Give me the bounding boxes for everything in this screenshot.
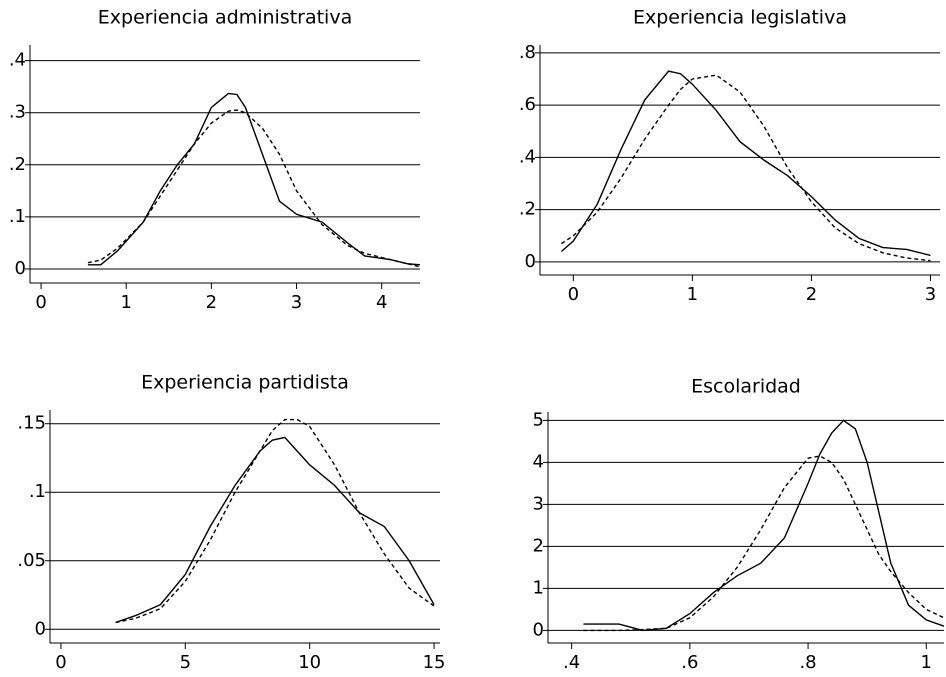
y-tick-label: 0: [35, 618, 46, 639]
x-tick-label: 0: [568, 284, 579, 305]
y-tick-label: 0: [525, 251, 536, 272]
y-tick-label: 4: [533, 451, 544, 472]
x-tick-label: .8: [799, 652, 816, 673]
density-line: [561, 74, 931, 262]
y-tick-label: .05: [17, 550, 46, 571]
chart-title: Escolaridad: [691, 376, 801, 398]
density-line: [560, 70, 931, 257]
y-tick-label: 5: [533, 409, 544, 430]
chart-title: Experiencia administrativa: [98, 7, 352, 29]
y-tick-label: .6: [519, 94, 536, 115]
density-line: [87, 92, 421, 266]
density-line: [115, 418, 435, 624]
y-tick-label: .3: [9, 102, 26, 123]
x-tick-label: 4: [376, 292, 387, 313]
y-tick-label: 1: [533, 577, 544, 598]
density-line: [583, 455, 945, 632]
x-tick-label: .4: [563, 652, 580, 673]
x-tick-label: 1: [687, 284, 698, 305]
y-tick-label: .8: [519, 42, 536, 63]
y-tick-label: 0: [15, 258, 26, 279]
x-tick-label: 3: [291, 292, 302, 313]
y-tick-label: 2: [533, 535, 544, 556]
y-tick-label: .2: [519, 199, 536, 220]
x-tick-label: 15: [423, 652, 446, 673]
y-tick-label: .2: [9, 154, 26, 175]
y-tick-label: .15: [17, 413, 46, 434]
x-tick-label: 0: [55, 652, 66, 673]
y-tick-label: .1: [9, 206, 26, 227]
x-tick-label: 2: [206, 292, 217, 313]
y-tick-label: .4: [519, 146, 536, 167]
x-tick-label: 5: [180, 652, 191, 673]
x-tick-label: 1: [921, 652, 932, 673]
y-tick-label: .1: [29, 481, 46, 502]
chart-title: Experiencia legislativa: [633, 7, 847, 29]
density-line: [115, 436, 435, 624]
density-line: [87, 109, 421, 268]
x-tick-label: 1: [120, 292, 131, 313]
y-tick-label: 3: [533, 493, 544, 514]
x-tick-label: .6: [681, 652, 698, 673]
x-tick-label: 10: [298, 652, 321, 673]
y-tick-label: .4: [9, 50, 26, 71]
x-tick-label: 2: [806, 284, 817, 305]
x-tick-label: 3: [925, 284, 936, 305]
y-tick-label: 0: [533, 619, 544, 640]
x-tick-label: 0: [35, 292, 46, 313]
chart-title: Experiencia partidista: [141, 372, 349, 394]
